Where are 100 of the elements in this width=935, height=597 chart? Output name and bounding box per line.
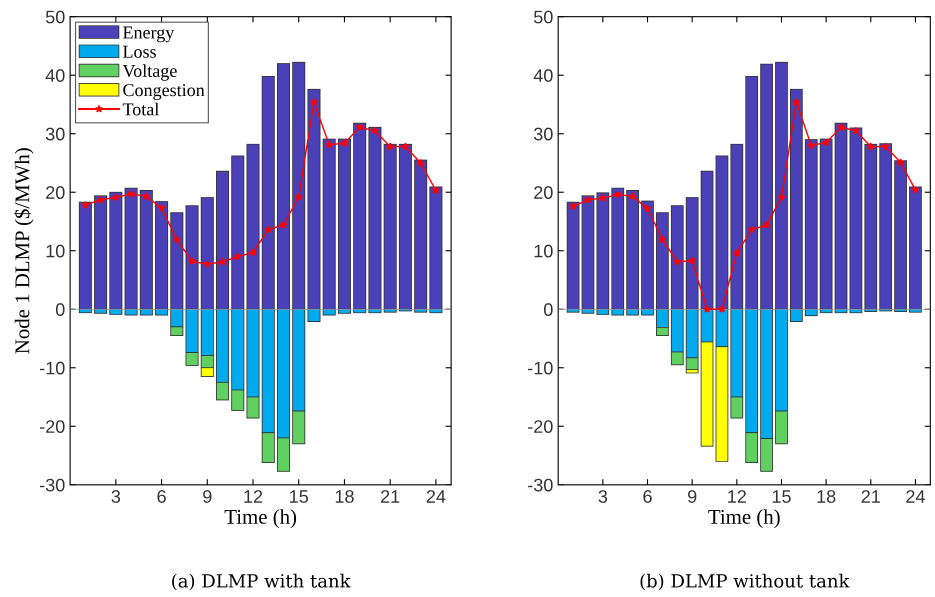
point <box>218 258 227 266</box>
y-tick-label: 10 <box>534 244 553 258</box>
x-axis-title: Time (h) <box>224 509 296 528</box>
point <box>688 256 696 264</box>
point <box>340 138 348 147</box>
y-tick-label: 50 <box>534 10 553 24</box>
y-tick-label: 30 <box>46 128 65 140</box>
point <box>325 140 334 148</box>
y-tick-label: 50 <box>46 10 65 24</box>
point <box>732 248 741 257</box>
x-tick-label: 24 <box>426 490 446 503</box>
x-axis-title: Time (h) <box>708 509 780 528</box>
x-tick-label: 3 <box>598 490 608 503</box>
point <box>249 248 258 256</box>
point <box>188 257 196 265</box>
x-tick-label: 12 <box>728 490 746 503</box>
point <box>777 193 786 202</box>
point <box>896 158 905 166</box>
point <box>356 123 364 131</box>
legend-label: Congestion <box>123 84 204 100</box>
point <box>837 123 846 131</box>
point <box>822 138 830 146</box>
point <box>112 193 120 202</box>
y-axis-title: Node 1 DLMP ($/MWh) <box>14 148 34 354</box>
point <box>569 202 578 210</box>
y-tick-label: -20 <box>40 420 65 433</box>
bar <box>894 160 907 310</box>
point <box>234 252 242 260</box>
point <box>658 235 666 244</box>
point <box>81 200 90 209</box>
bar <box>398 144 412 310</box>
point <box>911 186 920 194</box>
point <box>762 220 771 228</box>
point <box>386 142 394 150</box>
bar <box>368 126 382 310</box>
point <box>172 235 181 244</box>
point <box>96 196 105 204</box>
point <box>127 190 136 198</box>
legend-label: Voltage <box>122 64 177 81</box>
point <box>401 142 410 150</box>
point <box>158 204 166 212</box>
point <box>852 126 860 134</box>
y-tick-label: -20 <box>528 420 553 433</box>
y-tick-label: 40 <box>534 69 553 82</box>
bar <box>879 143 892 310</box>
point <box>748 226 756 234</box>
x-tick-label: 24 <box>906 490 925 503</box>
x-tick-label: 6 <box>643 490 652 503</box>
bar <box>909 186 922 310</box>
point <box>703 305 712 313</box>
bar <box>384 144 397 310</box>
x-tick-label: 15 <box>772 490 791 503</box>
point <box>294 192 303 200</box>
y-tick-label: 20 <box>534 186 553 199</box>
x-tick-label: 21 <box>862 490 880 503</box>
point <box>203 260 212 268</box>
x-tick-label: 18 <box>817 490 836 503</box>
y-tick-label: 20 <box>46 186 65 199</box>
point <box>584 196 592 204</box>
bar <box>834 122 848 310</box>
point <box>264 226 272 234</box>
point <box>432 186 440 194</box>
point <box>807 141 816 149</box>
x-tick-label: 6 <box>157 490 166 503</box>
point <box>882 142 890 150</box>
point <box>142 192 150 200</box>
bar <box>864 144 878 310</box>
x-tick-label: 9 <box>203 490 212 503</box>
point <box>673 258 682 266</box>
point <box>416 158 425 166</box>
x-tick-label: 9 <box>688 490 696 503</box>
point <box>598 194 607 202</box>
point <box>310 98 318 106</box>
bar <box>429 186 442 310</box>
bar <box>338 138 351 310</box>
x-tick-label: 15 <box>290 490 308 503</box>
point <box>792 98 800 106</box>
text: (b) DLMP without tank <box>640 574 850 590</box>
point <box>644 204 652 212</box>
point <box>718 305 726 313</box>
legend-label: Total <box>122 102 159 116</box>
x-tick-label: 3 <box>112 490 120 503</box>
bar <box>94 195 108 310</box>
y-tick-label: 30 <box>534 128 553 140</box>
bar <box>820 138 833 310</box>
bar <box>850 127 862 310</box>
legend-label: Energy <box>123 26 174 42</box>
y-tick-label: -30 <box>528 478 553 492</box>
y-tick-label: 0 <box>544 303 553 316</box>
bar <box>566 202 580 310</box>
y-tick-label: -10 <box>40 362 65 374</box>
x-tick-label: 21 <box>381 490 400 503</box>
point <box>614 190 622 198</box>
point <box>628 192 637 200</box>
point <box>279 220 288 228</box>
x-tick-label: 12 <box>244 490 262 503</box>
bar <box>582 195 594 310</box>
point <box>370 126 379 134</box>
text: (a) DLMP with tank <box>172 574 351 590</box>
y-tick-label: 0 <box>56 303 65 316</box>
